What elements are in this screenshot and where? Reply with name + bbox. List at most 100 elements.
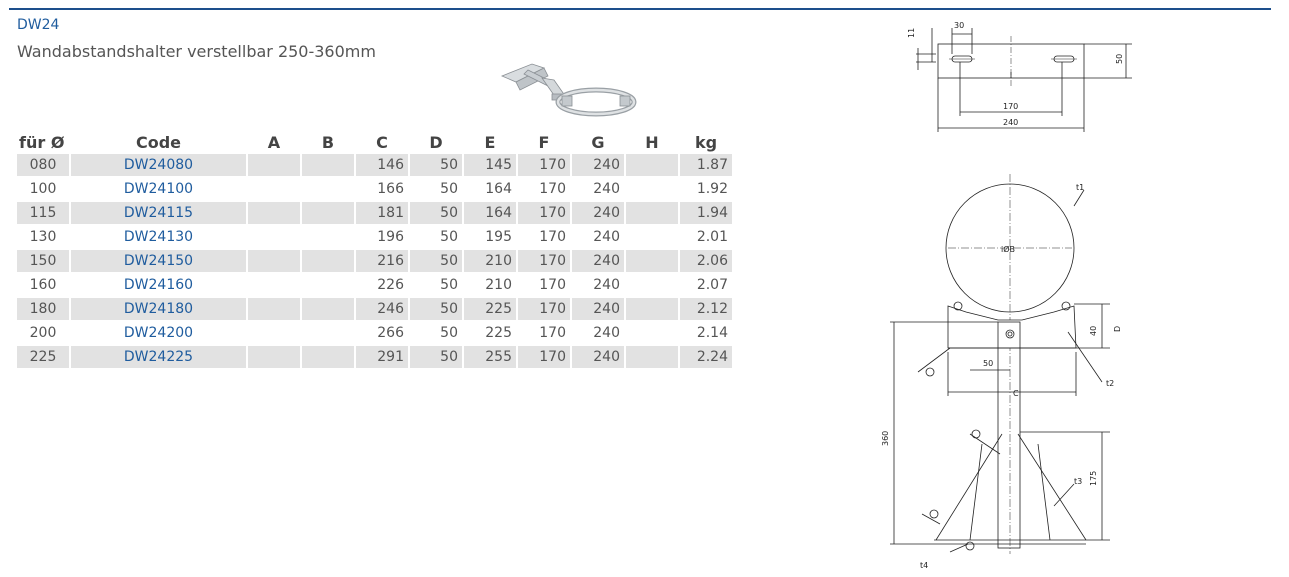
cell-h: [626, 154, 678, 176]
table-row: 080 DW24080 146 50 145 170 240 1.87: [17, 154, 732, 176]
cell-diameter: 180: [17, 298, 69, 320]
t2-label: t2: [1106, 379, 1114, 388]
cell-e: 255: [464, 346, 516, 368]
cell-code: DW24225: [71, 346, 246, 368]
cell-h: [626, 322, 678, 344]
cell-f: 170: [539, 181, 566, 197]
cell-kg: 2.12: [680, 298, 732, 320]
dim-40-label: 40: [1089, 326, 1098, 336]
cell-code: DW24115: [71, 202, 246, 224]
cell-diameter: 100: [29, 181, 57, 197]
cell-kg: 2.06: [680, 250, 732, 272]
cell-b: [302, 154, 354, 176]
header-rule: [9, 8, 1271, 10]
cell-d: 50: [410, 250, 462, 272]
dim-360-label: 360: [881, 431, 890, 446]
cell-f: 170: [518, 250, 570, 272]
cell-code: DW24080: [71, 154, 246, 176]
t3-label: t3: [1074, 477, 1082, 486]
cell-kg: 1.92: [696, 181, 728, 197]
cell-diameter: 160: [29, 277, 57, 293]
dim-240-label: 240: [1003, 118, 1018, 127]
cell-e: 225: [464, 298, 516, 320]
cell-f: 170: [539, 229, 566, 245]
cell-d: 50: [410, 298, 462, 320]
cell-a: [248, 274, 300, 296]
t1-label: t1: [1076, 183, 1084, 192]
cell-diameter: 080: [17, 154, 69, 176]
cell-e: 145: [464, 154, 516, 176]
col-header-code: Code: [135, 132, 182, 152]
cell-kg: 2.01: [696, 229, 728, 245]
cell-e: 195: [485, 229, 512, 245]
cell-diameter: 115: [17, 202, 69, 224]
cell-f: 170: [539, 325, 566, 341]
table-body: 080 DW24080 146 50 145 170 240 1.87 100 DW24100 16…: [17, 154, 732, 368]
cell-g: 240: [593, 229, 620, 245]
cell-f: 170: [518, 154, 570, 176]
cell-f: 170: [518, 202, 570, 224]
cell-b: [302, 346, 354, 368]
cell-d: 50: [440, 181, 458, 197]
top-view: [916, 28, 1132, 132]
cell-c: 181: [356, 202, 408, 224]
cell-code: DW24150: [71, 250, 246, 272]
col-header-kg: kg: [694, 132, 718, 152]
product-subtitle: Wandabstandshalter verstellbar 250-360mm: [17, 42, 376, 61]
cell-c: 291: [356, 346, 408, 368]
cell-g: 240: [593, 325, 620, 341]
cell-h: [626, 250, 678, 272]
cell-h: [626, 226, 678, 248]
cell-g: 240: [572, 298, 624, 320]
cell-c: 226: [377, 277, 404, 293]
cell-kg: 2.24: [680, 346, 732, 368]
col-header-h: H: [645, 132, 659, 152]
t4-label: t4: [920, 561, 928, 570]
cell-g: 240: [572, 346, 624, 368]
table-row: 160 DW24160 226 50 210 170 240 2.07: [17, 274, 732, 296]
dim-50b-label: 50: [983, 359, 993, 368]
cell-d: 50: [410, 154, 462, 176]
cell-e: 164: [464, 202, 516, 224]
cell-e: 210: [485, 277, 512, 293]
front-view: [890, 174, 1110, 554]
dim-11-label: 11: [907, 28, 916, 38]
cell-code: DW24180: [71, 298, 246, 320]
table-header-row: für Ø Code A B C D E F G H kg: [17, 132, 732, 152]
table-row: 225 DW24225 291 50 255 170 240 2.24: [17, 346, 732, 368]
cell-a: [248, 250, 300, 272]
cell-diameter: 225: [17, 346, 69, 368]
cell-b: [302, 298, 354, 320]
cell-b: [302, 322, 354, 344]
cell-g: 240: [572, 154, 624, 176]
dim-50-label: 50: [1115, 54, 1124, 64]
cell-b: [302, 226, 354, 248]
cell-code: DW24130: [123, 229, 194, 245]
table-row: 100 DW24100 166 50 164 170 240 1.92: [17, 178, 732, 200]
cell-c: 216: [356, 250, 408, 272]
col-header-b: B: [321, 132, 335, 152]
table-row: 130 DW24130 196 50 195 170 240 2.01: [17, 226, 732, 248]
cell-f: 170: [539, 277, 566, 293]
cell-code: DW24100: [123, 181, 194, 197]
cell-c: 146: [356, 154, 408, 176]
cell-kg: 1.94: [680, 202, 732, 224]
cell-f: 170: [518, 346, 570, 368]
cell-f: 170: [518, 298, 570, 320]
cell-d: 50: [410, 202, 462, 224]
table-row: 180 DW24180 246 50 225 170 240 2.12: [17, 298, 732, 320]
cell-c: 266: [377, 325, 404, 341]
cell-a: [248, 322, 300, 344]
cell-kg: 2.14: [696, 325, 728, 341]
cell-g: 240: [593, 277, 620, 293]
product-image: [500, 63, 637, 117]
dim-175-label: 175: [1089, 471, 1098, 486]
col-header-a: A: [267, 132, 281, 152]
dim-30-label: 30: [954, 21, 964, 30]
cell-a: [248, 298, 300, 320]
cell-a: [248, 154, 300, 176]
cell-code: DW24160: [123, 277, 194, 293]
cell-b: [302, 250, 354, 272]
cell-h: [626, 202, 678, 224]
cell-d: 50: [440, 325, 458, 341]
